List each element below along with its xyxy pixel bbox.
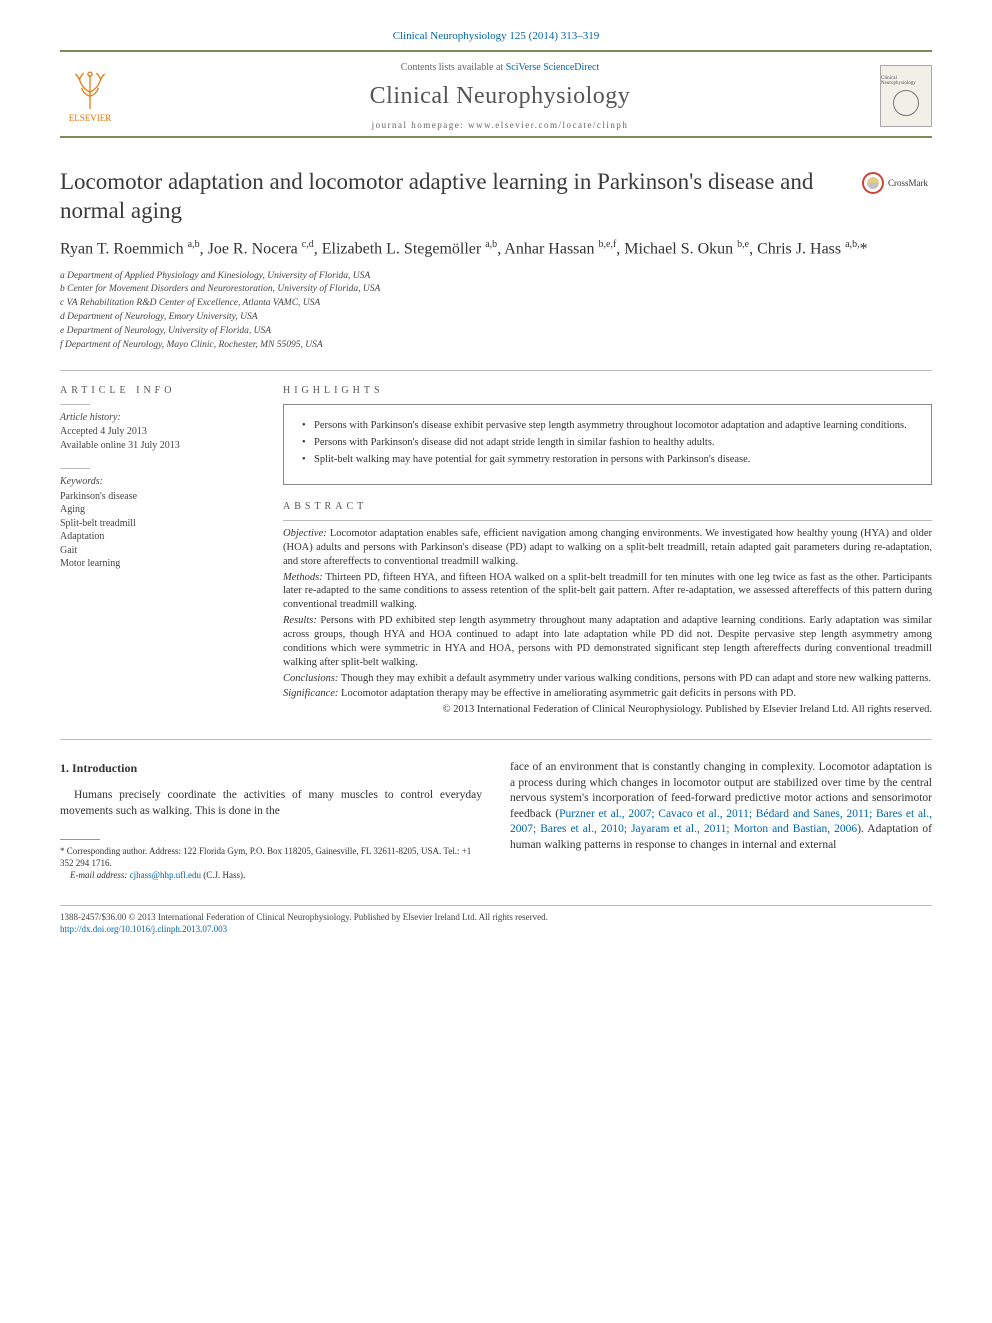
homepage-prefix: journal homepage: — [372, 120, 468, 130]
article-info-heading: ARTICLE INFO — [60, 385, 255, 396]
conclusions-text: Though they may exhibit a default asymme… — [338, 673, 931, 684]
keyword-item: Gait — [60, 544, 255, 558]
affiliations: a Department of Applied Physiology and K… — [60, 270, 932, 352]
corresponding-footnote: * Corresponding author. Address: 122 Flo… — [60, 846, 482, 881]
affiliation-item: a Department of Applied Physiology and K… — [60, 270, 932, 283]
highlights-heading: HIGHLIGHTS — [283, 385, 932, 396]
keyword-item: Adaptation — [60, 530, 255, 544]
affiliation-item: f Department of Neurology, Mayo Clinic, … — [60, 339, 932, 352]
keywords-label: Keywords: — [60, 475, 255, 489]
cover-thumb-graphic — [893, 90, 919, 116]
crossmark-icon — [862, 172, 884, 194]
body-right-column: face of an environment that is constantl… — [510, 760, 932, 881]
issn-copyright: 1388-2457/$36.00 © 2013 International Fe… — [60, 912, 932, 924]
results-label: Results: — [283, 615, 317, 626]
footnote-rule — [60, 839, 100, 840]
article-history: Article history: Accepted 4 July 2013Ava… — [60, 411, 255, 453]
contents-available: Contents lists available at SciVerse Sci… — [140, 62, 860, 73]
affiliation-item: d Department of Neurology, Emory Univers… — [60, 311, 932, 324]
header-center: Contents lists available at SciVerse Sci… — [120, 62, 880, 130]
history-item: Available online 31 July 2013 — [60, 439, 255, 453]
section-heading: 1. Introduction — [60, 760, 482, 776]
affiliation-item: e Department of Neurology, University of… — [60, 325, 932, 338]
sciencedirect-link[interactable]: SciVerse ScienceDirect — [506, 62, 600, 73]
keywords-block: Keywords: Parkinson's diseaseAgingSplit-… — [60, 475, 255, 571]
abstract-copyright: © 2013 International Federation of Clini… — [283, 703, 932, 717]
results-text: Persons with PD exhibited step length as… — [283, 615, 932, 668]
article-info-column: ARTICLE INFO Article history: Accepted 4… — [60, 385, 255, 720]
objective-label: Objective: — [283, 528, 327, 539]
divider — [60, 468, 90, 469]
significance-text: Locomotor adaptation therapy may be effe… — [338, 688, 796, 699]
affiliation-item: b Center for Movement Disorders and Neur… — [60, 283, 932, 296]
divider — [60, 370, 932, 371]
journal-homepage: journal homepage: www.elsevier.com/locat… — [140, 120, 860, 130]
bottom-bar: 1388-2457/$36.00 © 2013 International Fe… — [60, 905, 932, 935]
article-history-label: Article history: — [60, 411, 255, 425]
highlight-item: Persons with Parkinson's disease exhibit… — [302, 419, 913, 433]
divider — [60, 739, 932, 740]
body-columns: 1. Introduction Humans precisely coordin… — [60, 760, 932, 881]
abstract-column: HIGHLIGHTS Persons with Parkinson's dise… — [283, 385, 932, 720]
corr-address: * Corresponding author. Address: 122 Flo… — [60, 846, 482, 869]
keyword-item: Split-belt treadmill — [60, 517, 255, 531]
journal-name: Clinical Neurophysiology — [140, 83, 860, 110]
highlight-item: Persons with Parkinson's disease did not… — [302, 436, 913, 450]
objective-text: Locomotor adaptation enables safe, effic… — [283, 528, 932, 567]
divider — [283, 520, 932, 521]
methods-label: Methods: — [283, 572, 323, 583]
abstract-heading: ABSTRACT — [283, 501, 932, 512]
body-left-column: 1. Introduction Humans precisely coordin… — [60, 760, 482, 881]
highlight-item: Split-belt walking may have potential fo… — [302, 453, 913, 467]
abstract-block: Objective: Locomotor adaptation enables … — [283, 527, 932, 717]
header-citation: Clinical Neurophysiology 125 (2014) 313–… — [60, 30, 932, 42]
crossmark-badge[interactable]: CrossMark — [862, 172, 932, 194]
contents-prefix: Contents lists available at — [401, 62, 506, 73]
elsevier-tree-icon — [69, 69, 111, 111]
email-label: E-mail address: — [70, 870, 127, 880]
conclusions-label: Conclusions: — [283, 673, 338, 684]
methods-text: Thirteen PD, fifteen HYA, and fifteen HO… — [283, 572, 932, 611]
journal-cover-thumb[interactable]: Clinical Neurophysiology — [880, 65, 932, 127]
significance-label: Significance: — [283, 688, 338, 699]
divider — [60, 404, 90, 405]
highlights-box: Persons with Parkinson's disease exhibit… — [283, 404, 932, 486]
homepage-url[interactable]: www.elsevier.com/locate/clinph — [468, 120, 628, 130]
keyword-item: Aging — [60, 503, 255, 517]
keyword-item: Parkinson's disease — [60, 490, 255, 504]
affiliation-item: c VA Rehabilitation R&D Center of Excell… — [60, 297, 932, 310]
keyword-item: Motor learning — [60, 557, 255, 571]
crossmark-label: CrossMark — [888, 178, 928, 188]
cover-thumb-label: Clinical Neurophysiology — [881, 76, 931, 86]
history-item: Accepted 4 July 2013 — [60, 425, 255, 439]
intro-paragraph: Humans precisely coordinate the activiti… — [60, 788, 482, 819]
journal-header: ELSEVIER Contents lists available at Sci… — [60, 50, 932, 138]
publisher-label: ELSEVIER — [60, 113, 120, 123]
corr-email-link[interactable]: cjhass@hhp.ufl.edu — [127, 870, 203, 880]
email-who: (C.J. Hass). — [203, 870, 245, 880]
elsevier-logo[interactable]: ELSEVIER — [60, 69, 120, 123]
authors: Ryan T. Roemmich a,b, Joe R. Nocera c,d,… — [60, 238, 932, 260]
doi-link[interactable]: http://dx.doi.org/10.1016/j.clinph.2013.… — [60, 924, 227, 934]
article-title: Locomotor adaptation and locomotor adapt… — [60, 168, 862, 226]
